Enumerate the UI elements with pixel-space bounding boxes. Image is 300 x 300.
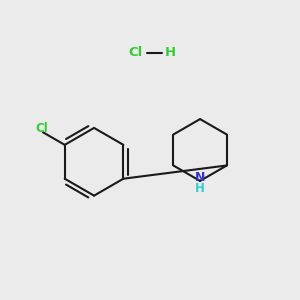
Text: H: H: [195, 182, 205, 195]
Text: H: H: [165, 46, 176, 59]
Text: Cl: Cl: [35, 122, 48, 135]
Text: Cl: Cl: [128, 46, 142, 59]
Text: N: N: [195, 171, 205, 184]
